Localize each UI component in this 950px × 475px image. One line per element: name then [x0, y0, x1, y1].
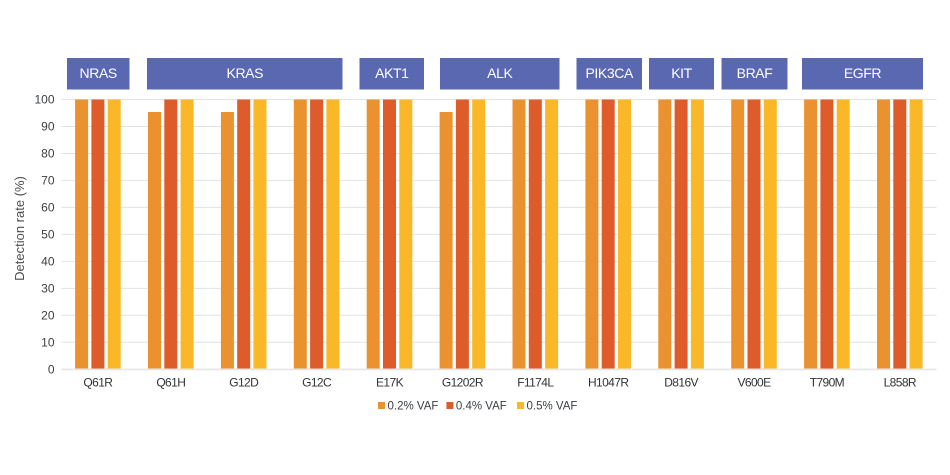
- svg-text:D816V: D816V: [664, 376, 698, 390]
- svg-text:Detection rate (%): Detection rate (%): [12, 176, 27, 281]
- svg-text:20: 20: [41, 309, 55, 323]
- svg-text:10: 10: [41, 336, 55, 350]
- svg-text:0.4% VAF: 0.4% VAF: [456, 401, 507, 413]
- svg-text:BRAF: BRAF: [737, 65, 773, 81]
- svg-text:ALK: ALK: [487, 65, 513, 81]
- svg-text:T790M: T790M: [810, 376, 845, 390]
- svg-text:70: 70: [41, 174, 55, 188]
- svg-text:H1047R: H1047R: [588, 376, 629, 390]
- svg-text:0: 0: [48, 363, 55, 377]
- svg-text:KRAS: KRAS: [227, 65, 264, 81]
- svg-text:L858R: L858R: [884, 376, 917, 390]
- svg-text:PIK3CA: PIK3CA: [585, 65, 633, 81]
- svg-text:40: 40: [41, 255, 55, 269]
- svg-text:Q61H: Q61H: [156, 376, 185, 390]
- svg-text:F1174L: F1174L: [517, 376, 554, 390]
- svg-text:0.5% VAF: 0.5% VAF: [527, 401, 578, 413]
- svg-text:90: 90: [41, 120, 55, 134]
- svg-text:Q61R: Q61R: [83, 376, 113, 390]
- svg-text:KIT: KIT: [671, 65, 692, 81]
- svg-text:80: 80: [41, 147, 55, 161]
- svg-text:100: 100: [34, 93, 54, 107]
- svg-text:50: 50: [41, 228, 55, 242]
- svg-text:0.2% VAF: 0.2% VAF: [388, 401, 439, 413]
- svg-text:G12C: G12C: [302, 376, 332, 390]
- svg-text:V600E: V600E: [737, 376, 771, 390]
- svg-text:EGFR: EGFR: [844, 65, 882, 81]
- svg-text:60: 60: [41, 201, 55, 215]
- svg-text:NRAS: NRAS: [80, 65, 117, 81]
- svg-text:G1202R: G1202R: [442, 376, 484, 390]
- svg-text:E17K: E17K: [376, 376, 404, 390]
- svg-text:AKT1: AKT1: [375, 65, 409, 81]
- svg-text:30: 30: [41, 282, 55, 296]
- svg-text:G12D: G12D: [229, 376, 259, 390]
